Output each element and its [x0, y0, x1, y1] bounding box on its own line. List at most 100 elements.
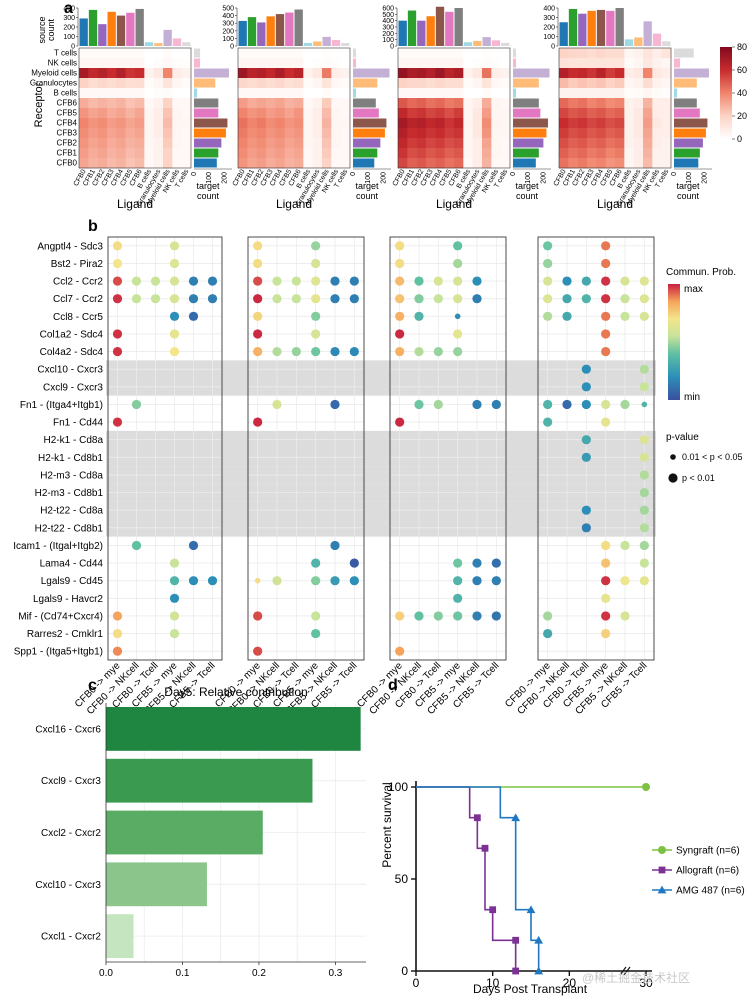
colorbar-tick-label: 0 — [737, 134, 742, 144]
dot — [188, 294, 199, 304]
colorbar-tick-label: 40 — [737, 88, 747, 98]
dot — [491, 611, 501, 621]
dot — [131, 540, 142, 551]
dot — [601, 346, 611, 357]
heatmap-cell — [407, 48, 417, 59]
source-count-bar — [568, 8, 578, 46]
dot — [112, 628, 123, 639]
heatmap-cell — [407, 98, 417, 109]
heatmap-row-label: CFB6 — [57, 99, 78, 108]
heatmap-cell — [181, 68, 192, 79]
heatmap-cell — [125, 88, 136, 99]
dot — [169, 311, 180, 321]
target-count-bar — [353, 88, 357, 98]
heatmap-cell — [500, 148, 511, 159]
heatmap-cell — [303, 88, 313, 99]
heatmap-cell — [181, 58, 192, 69]
dot — [562, 276, 572, 286]
source-count-bar — [98, 24, 107, 46]
heatmap-cell — [284, 48, 295, 59]
dot — [620, 311, 630, 321]
heatmap-cell — [275, 148, 285, 159]
dotplot-row-label: Col1a2 - Sdc4 — [40, 329, 104, 340]
heatmap-cell — [577, 88, 588, 99]
dot — [131, 399, 142, 410]
heatmap-cell — [322, 68, 332, 79]
dot — [349, 576, 359, 586]
heatmap-cell — [79, 148, 89, 159]
heatmap-cell — [172, 88, 182, 99]
source-tick-label: 100 — [382, 37, 394, 44]
dot — [472, 294, 482, 304]
source-count-bar — [652, 33, 662, 46]
dot — [395, 417, 405, 427]
target-count-bar — [674, 48, 694, 58]
source-count-bar — [662, 41, 671, 46]
pvalue-label-2: p < 0.01 — [682, 473, 715, 483]
heatmap-cell — [303, 138, 313, 149]
heatmap-cell — [163, 48, 173, 59]
heatmap-cell — [256, 108, 267, 119]
survival-y-tick-label: 0 — [401, 964, 408, 978]
dot — [639, 452, 649, 462]
heatmap-cell — [331, 48, 341, 59]
heatmap-cell — [172, 108, 182, 119]
source-tick-label: 100 — [543, 34, 555, 41]
target-count-bar — [194, 108, 219, 118]
heatmap-cell — [398, 88, 408, 99]
heatmap-cell — [559, 128, 569, 139]
heatmap-cell — [144, 108, 154, 119]
heatmap-cell — [491, 138, 501, 149]
dot — [188, 276, 199, 286]
dot — [543, 417, 553, 427]
heatmap-cell — [88, 68, 98, 79]
heatmap-cell — [238, 48, 248, 59]
dot — [433, 399, 443, 410]
heatmap-cell — [587, 118, 597, 129]
heatmap-cell — [615, 138, 625, 149]
heatmap-cell — [256, 138, 267, 149]
heatmap-cell — [107, 98, 117, 109]
target-tick-label: 0 — [350, 172, 357, 176]
heatmap-cell — [322, 88, 332, 99]
heatmap-cell — [275, 118, 285, 129]
dot — [453, 576, 463, 586]
heatmap-cell — [256, 48, 267, 59]
heatmap-cell — [181, 148, 192, 159]
heatmap-cell — [407, 108, 417, 119]
heatmap-cell — [577, 78, 588, 89]
heatmap-cell — [624, 98, 634, 109]
dotplot-row-label: Cxcl9 - Cxcr3 — [43, 382, 103, 393]
dotplot-row-label: Col4a2 - Sdc4 — [40, 347, 104, 358]
heatmap-cell — [444, 98, 455, 109]
heatmap-cell — [652, 148, 662, 159]
bar-category-label: Cxcl9 - Cxcr3 — [41, 776, 101, 787]
heatmap-cell — [238, 138, 248, 149]
dot — [311, 258, 321, 269]
heatmap-cell — [340, 118, 351, 129]
target-count-bar — [674, 148, 700, 158]
source-tick-label: 400 — [382, 18, 394, 25]
heatmap-cell — [116, 118, 126, 129]
heatmap-cell — [256, 128, 267, 139]
heatmap-cell — [247, 108, 257, 119]
dot — [414, 294, 424, 304]
heatmap-cell — [661, 118, 672, 129]
dotplot-frame — [537, 236, 655, 661]
heatmap-cell — [568, 78, 578, 89]
heatmap-cell — [144, 158, 154, 169]
heatmap-cell — [398, 58, 408, 69]
heatmap-cell — [284, 128, 295, 139]
dot — [639, 364, 649, 374]
heatmap-cell — [615, 58, 625, 69]
dotplot-row-label: Mif - (Cd74+Cxcr4) — [18, 611, 103, 622]
heatmap-cell — [266, 158, 276, 169]
heatmap-cell — [322, 108, 332, 119]
target-tick-label: 100 — [206, 172, 213, 184]
heatmap-cell — [88, 148, 98, 159]
dot — [169, 241, 180, 251]
heatmap-cell — [444, 48, 455, 59]
heatmap-cell — [294, 88, 304, 99]
source-count-bar — [88, 9, 98, 46]
survival-marker — [642, 783, 650, 791]
